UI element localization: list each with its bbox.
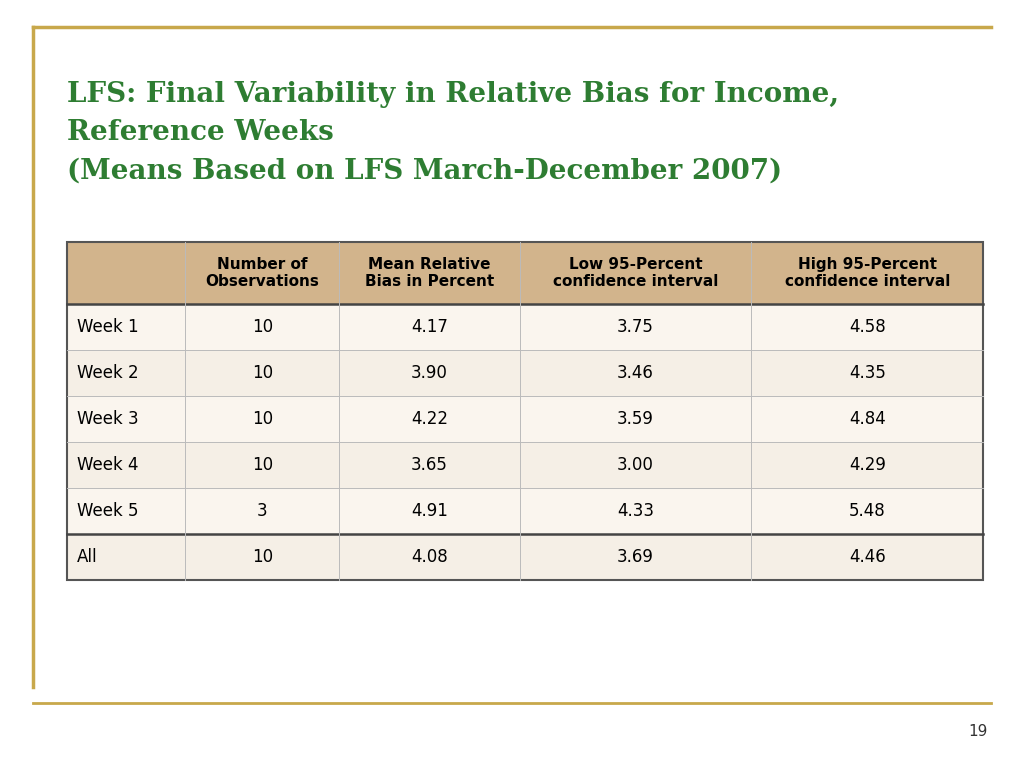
Text: 4.35: 4.35 [849,364,886,382]
Text: High 95-Percent
confidence interval: High 95-Percent confidence interval [784,257,950,290]
Text: 10: 10 [252,456,272,474]
Text: 19: 19 [969,723,988,739]
Text: Low 95-Percent
confidence interval: Low 95-Percent confidence interval [553,257,718,290]
Text: Week 2: Week 2 [77,364,138,382]
Text: 5.48: 5.48 [849,502,886,520]
Text: Reference Weeks: Reference Weeks [67,119,333,146]
Bar [67,242,983,580]
Text: Week 3: Week 3 [77,410,138,429]
Text: Number of
Observations: Number of Observations [205,257,319,290]
Text: Week 5: Week 5 [77,502,138,520]
Text: All: All [77,548,97,566]
Text: Week 1: Week 1 [77,319,138,336]
Bar [67,488,983,534]
Text: 4.58: 4.58 [849,319,886,336]
Text: Mean Relative
Bias in Percent: Mean Relative Bias in Percent [365,257,495,290]
Text: 4.17: 4.17 [411,319,447,336]
Text: 4.91: 4.91 [411,502,447,520]
Text: 4.33: 4.33 [617,502,654,520]
Text: 3.65: 3.65 [411,456,447,474]
Text: LFS: Final Variability in Relative Bias for Income,: LFS: Final Variability in Relative Bias … [67,81,839,108]
Text: 4.84: 4.84 [849,410,886,429]
Bar [67,396,983,442]
Text: 4.08: 4.08 [412,548,447,566]
Bar [67,534,983,580]
Bar [67,350,983,396]
Bar [67,442,983,488]
Text: 3.69: 3.69 [617,548,654,566]
Bar [67,242,983,304]
Bar [67,304,983,350]
Text: 3.46: 3.46 [617,364,654,382]
Text: 3: 3 [257,502,267,520]
Text: 4.22: 4.22 [411,410,449,429]
Text: 3.00: 3.00 [617,456,654,474]
Text: Week 4: Week 4 [77,456,138,474]
Text: (Means Based on LFS March-December 2007): (Means Based on LFS March-December 2007) [67,157,781,184]
Text: 3.75: 3.75 [617,319,654,336]
Text: 4.46: 4.46 [849,548,886,566]
Text: 10: 10 [252,548,272,566]
Text: 10: 10 [252,319,272,336]
Text: 10: 10 [252,410,272,429]
Text: 10: 10 [252,364,272,382]
Text: 3.59: 3.59 [617,410,654,429]
Text: 3.90: 3.90 [411,364,447,382]
Text: 4.29: 4.29 [849,456,886,474]
